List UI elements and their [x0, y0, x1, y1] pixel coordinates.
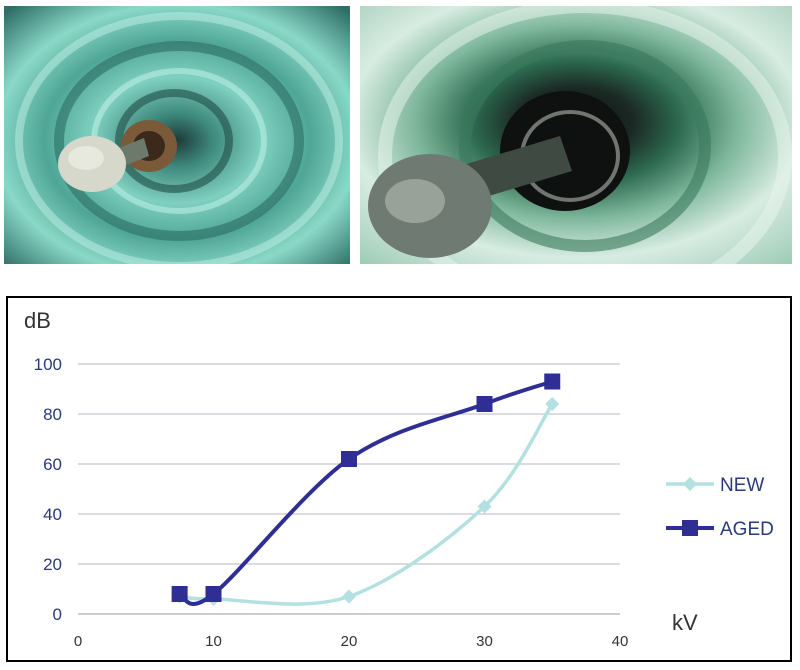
data-point-aged — [341, 451, 357, 467]
y-tick-label: 20 — [43, 555, 62, 574]
x-tick-label: 20 — [341, 633, 358, 650]
data-point-new — [545, 397, 560, 411]
insulator-image — [4, 6, 350, 264]
x-axis-title: kV — [672, 610, 698, 635]
data-point-new — [477, 499, 492, 514]
data-point-aged — [205, 586, 222, 602]
y-tick-label: 40 — [43, 505, 62, 524]
insulator-image — [360, 6, 792, 264]
y-tick-label: 80 — [43, 405, 62, 424]
data-point-new — [342, 589, 356, 604]
y-tick-label: 0 — [53, 605, 62, 624]
y-tick-label: 60 — [43, 455, 62, 474]
line-chart: 0 20 40 60 80 100 0 10 20 30 40 dB kV NEW AGED — [24, 308, 774, 650]
new-insulator-photo — [4, 6, 350, 264]
chart-panel: 0 20 40 60 80 100 0 10 20 30 40 dB kV NEW AGED — [6, 296, 792, 662]
x-tick-label: 40 — [612, 633, 629, 650]
legend-marker-aged — [682, 520, 698, 536]
aged-insulator-photo — [360, 6, 792, 264]
data-point-aged — [544, 373, 561, 390]
data-point-aged — [171, 586, 188, 602]
legend-label-new: NEW — [720, 475, 764, 496]
x-tick-label: 10 — [205, 633, 222, 650]
x-tick-label: 30 — [476, 633, 493, 650]
legend-marker-new — [683, 477, 697, 491]
y-tick-label: 100 — [34, 355, 62, 374]
x-tick-label: 0 — [74, 633, 82, 650]
legend-label-aged: AGED — [720, 519, 774, 540]
y-axis-title: dB — [24, 308, 51, 333]
data-point-aged — [476, 396, 493, 412]
